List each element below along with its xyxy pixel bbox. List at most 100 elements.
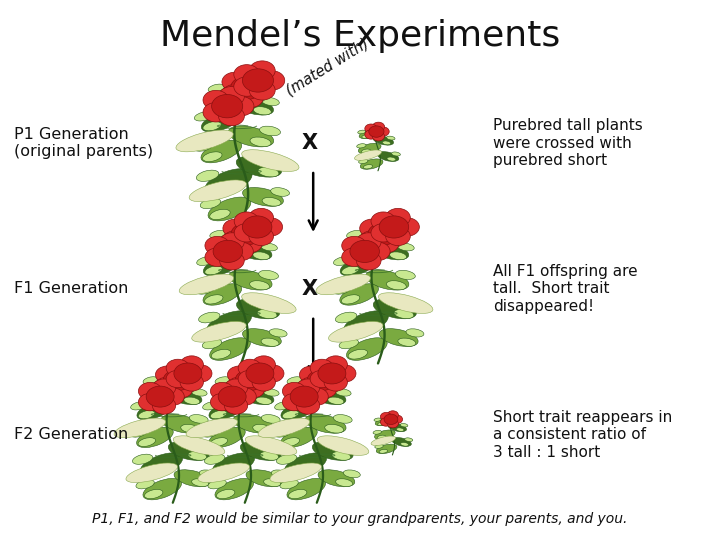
Ellipse shape: [215, 377, 230, 384]
Ellipse shape: [261, 243, 277, 251]
Ellipse shape: [202, 402, 219, 410]
Ellipse shape: [168, 442, 210, 461]
Ellipse shape: [374, 418, 381, 421]
Circle shape: [386, 208, 410, 227]
Circle shape: [369, 126, 384, 137]
Ellipse shape: [258, 271, 279, 280]
Ellipse shape: [214, 465, 234, 475]
Ellipse shape: [208, 197, 251, 221]
Text: Short trait reappears in
a consistent ratio of
3 tall : 1 short: Short trait reappears in a consistent ra…: [493, 410, 672, 460]
Circle shape: [229, 242, 253, 261]
Ellipse shape: [325, 424, 343, 433]
Ellipse shape: [233, 414, 274, 433]
Ellipse shape: [270, 463, 322, 483]
Circle shape: [241, 363, 265, 380]
Ellipse shape: [210, 438, 228, 447]
Circle shape: [153, 379, 176, 396]
Circle shape: [243, 216, 272, 238]
Circle shape: [258, 71, 284, 90]
Circle shape: [161, 388, 184, 406]
Ellipse shape: [194, 112, 212, 121]
Circle shape: [392, 415, 402, 423]
Circle shape: [350, 240, 379, 262]
Text: F1 Generation: F1 Generation: [14, 281, 129, 296]
Circle shape: [231, 223, 261, 245]
Text: P1 Generation
(original parents): P1 Generation (original parents): [14, 127, 153, 159]
Ellipse shape: [392, 437, 411, 447]
Ellipse shape: [318, 470, 355, 487]
Ellipse shape: [403, 299, 423, 308]
Circle shape: [379, 216, 409, 238]
Circle shape: [249, 227, 274, 246]
Circle shape: [223, 231, 248, 249]
Ellipse shape: [130, 402, 147, 410]
Circle shape: [322, 372, 346, 389]
Ellipse shape: [235, 97, 274, 115]
Circle shape: [228, 377, 251, 395]
Circle shape: [238, 370, 261, 388]
Ellipse shape: [253, 424, 271, 433]
Ellipse shape: [282, 438, 300, 447]
Ellipse shape: [189, 415, 208, 423]
Ellipse shape: [341, 442, 359, 450]
Circle shape: [300, 377, 323, 395]
Ellipse shape: [281, 401, 315, 420]
Circle shape: [324, 356, 347, 373]
Ellipse shape: [390, 252, 407, 260]
Circle shape: [282, 393, 306, 411]
Circle shape: [372, 132, 384, 141]
Ellipse shape: [220, 376, 251, 393]
Circle shape: [166, 359, 189, 377]
Ellipse shape: [229, 270, 272, 290]
Ellipse shape: [267, 157, 289, 166]
Ellipse shape: [201, 140, 242, 163]
Circle shape: [222, 72, 248, 92]
Circle shape: [238, 88, 264, 107]
Ellipse shape: [250, 137, 271, 147]
Ellipse shape: [379, 293, 433, 313]
Ellipse shape: [397, 243, 414, 251]
Circle shape: [169, 380, 193, 398]
Text: Mendel’s Experiments: Mendel’s Experiments: [160, 19, 560, 53]
Ellipse shape: [215, 83, 248, 102]
Ellipse shape: [205, 168, 252, 195]
Ellipse shape: [354, 150, 382, 160]
Ellipse shape: [235, 243, 272, 260]
Ellipse shape: [400, 442, 409, 446]
Circle shape: [380, 413, 392, 421]
Ellipse shape: [130, 428, 148, 437]
Ellipse shape: [261, 338, 279, 346]
Text: X: X: [302, 279, 318, 299]
Circle shape: [138, 393, 162, 411]
Ellipse shape: [340, 284, 379, 305]
Circle shape: [225, 379, 248, 396]
Circle shape: [366, 242, 390, 261]
Ellipse shape: [192, 479, 209, 487]
Circle shape: [203, 103, 229, 122]
Ellipse shape: [256, 397, 272, 404]
Ellipse shape: [179, 274, 233, 295]
Ellipse shape: [202, 152, 222, 161]
Ellipse shape: [312, 442, 354, 461]
Ellipse shape: [198, 463, 250, 483]
Ellipse shape: [132, 454, 153, 464]
Ellipse shape: [259, 126, 281, 136]
Circle shape: [342, 248, 366, 266]
Ellipse shape: [375, 444, 383, 448]
Ellipse shape: [405, 438, 413, 442]
Ellipse shape: [361, 149, 371, 153]
Ellipse shape: [138, 410, 155, 418]
Ellipse shape: [392, 152, 400, 156]
Circle shape: [178, 372, 202, 389]
Circle shape: [307, 370, 336, 391]
Ellipse shape: [343, 311, 388, 336]
Ellipse shape: [269, 329, 287, 337]
Ellipse shape: [280, 480, 298, 489]
Circle shape: [166, 370, 189, 388]
Ellipse shape: [200, 198, 220, 208]
Ellipse shape: [143, 478, 181, 500]
Ellipse shape: [287, 478, 325, 500]
Ellipse shape: [202, 339, 222, 349]
Circle shape: [377, 127, 390, 136]
Ellipse shape: [203, 255, 240, 276]
